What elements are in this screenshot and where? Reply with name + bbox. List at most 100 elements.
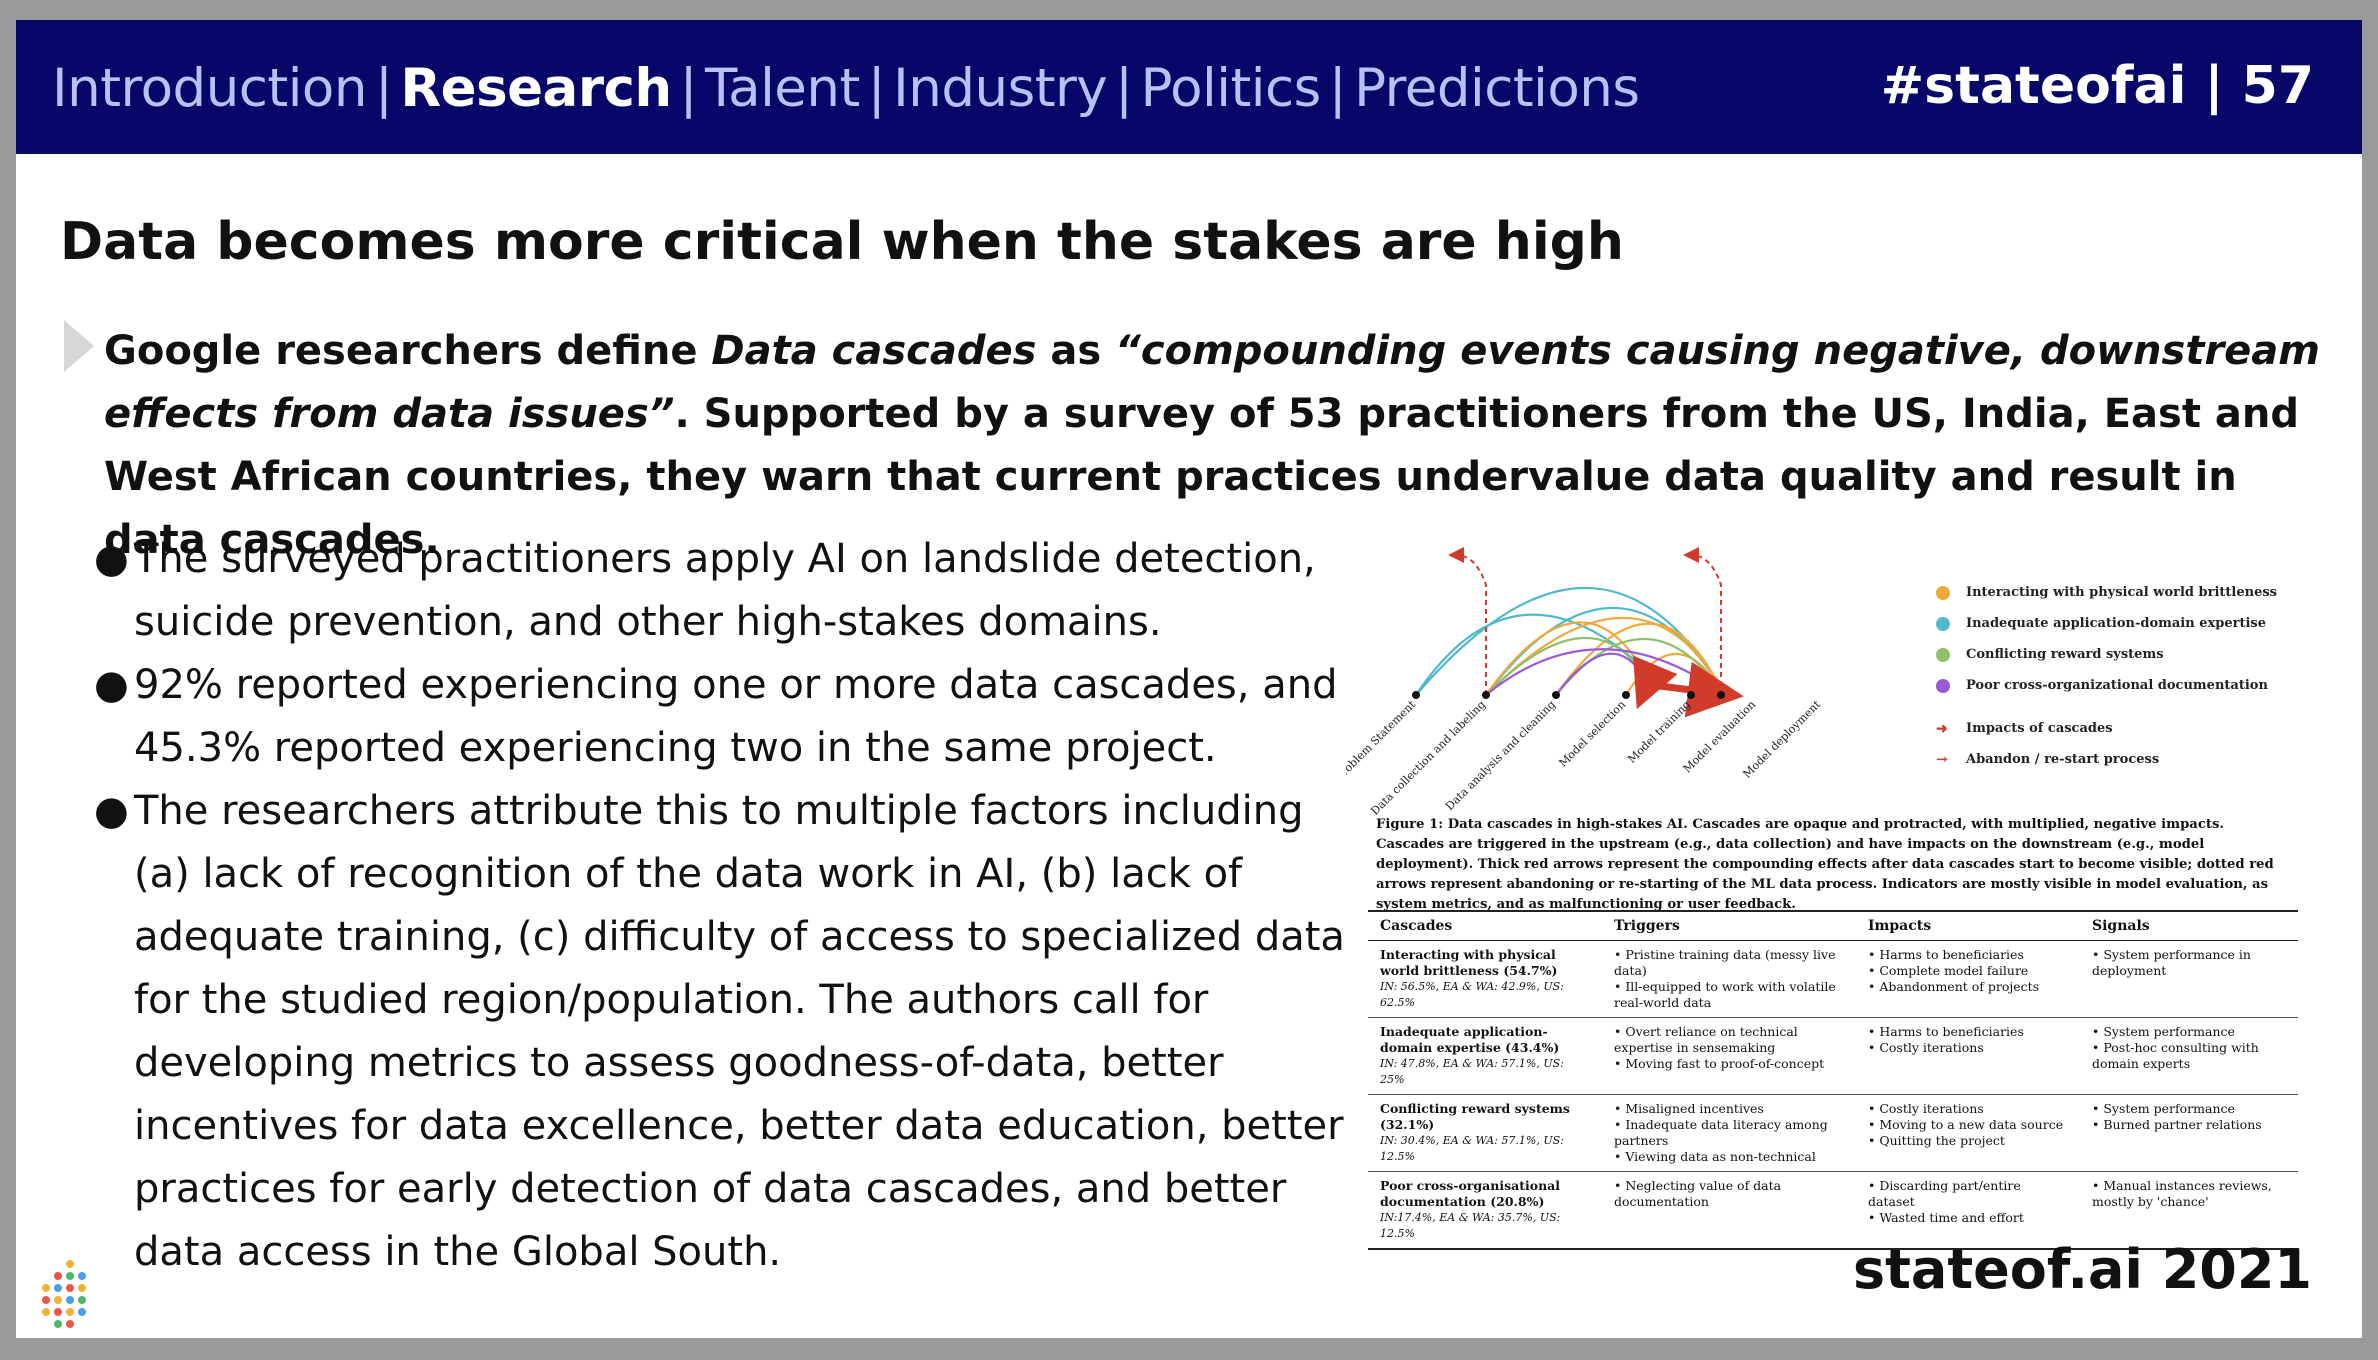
- table-cell: • Discarding part/entire dataset • Wasted…: [1856, 1171, 2080, 1250]
- nav-item-politics[interactable]: Politics: [1140, 58, 1322, 119]
- slide-tag: #stateofai | 57: [1880, 56, 2314, 116]
- stage-label: Model selection: [1556, 698, 1628, 770]
- cascades-table: Cascades Triggers Impacts Signals Intera…: [1368, 910, 2298, 1250]
- footer-brand: stateof.ai 2021: [1852, 1238, 2312, 1301]
- cascade-stat: IN: 30.4%, EA & WA: 57.1%, US: 12.5%: [1380, 1134, 1564, 1163]
- legend-swatch-icon: [1936, 678, 1950, 693]
- impact-item: • Moving to a new data source: [1868, 1117, 2064, 1132]
- nav-item-industry[interactable]: Industry: [893, 58, 1108, 119]
- legend-entry: Conflicting reward systems: [1936, 639, 2277, 670]
- legend-label: Poor cross-organizational documentation: [1966, 678, 2268, 693]
- nav-item-introduction[interactable]: Introduction: [52, 58, 367, 119]
- figure-caption: Figure 1: Data cascades in high-stakes A…: [1376, 817, 2274, 912]
- table-cell: Conflicting reward systems (32.1%) IN: 30…: [1368, 1094, 1602, 1172]
- bullet-dot-icon: ●: [94, 536, 129, 582]
- impact-item: • Complete model failure: [1868, 963, 2029, 978]
- table-header: Signals: [2080, 910, 2298, 941]
- stage-label: Data collection and labeling: [1368, 698, 1488, 815]
- lead-term: Data cascades: [711, 328, 1037, 374]
- nav-separator: |: [679, 58, 698, 119]
- stage-node: [1552, 691, 1560, 699]
- nav-item-predictions[interactable]: Predictions: [1354, 58, 1640, 119]
- nav-separator: |: [1115, 58, 1133, 119]
- impact-item: • Quitting the project: [1868, 1133, 2005, 1148]
- nav-item-research[interactable]: Research: [400, 58, 672, 119]
- bullet-item: ● 92% reported experiencing one or more d…: [76, 654, 1346, 780]
- slide: Introduction | Research | Talent | Industry | Po…: [16, 20, 2362, 1338]
- impact-item: • Costly iterations: [1868, 1101, 1984, 1116]
- legend-label: Interacting with physical world brittlen…: [1966, 585, 2277, 600]
- table-cell: • Harms to beneficiaries • Costly iterati…: [1856, 1017, 2080, 1095]
- nav-separator: |: [374, 58, 393, 119]
- legend-label: Conflicting reward systems: [1966, 647, 2164, 662]
- restart-arrow-icon: [1683, 547, 1722, 695]
- legend-swatch-icon: [1936, 585, 1950, 600]
- restart-arrow-icon: [1448, 547, 1487, 695]
- table-cell: • Misaligned incentives • Inadequate data…: [1602, 1094, 1856, 1172]
- table-cell: • System performance in deployment: [2080, 940, 2298, 1018]
- table-header: Triggers: [1602, 910, 1856, 941]
- stage-node: [1687, 691, 1695, 699]
- table-row: Conflicting reward systems (32.1%) IN: 30…: [1368, 1094, 2298, 1172]
- signal-item: • Post-hoc consulting with domain expert…: [2092, 1040, 2259, 1071]
- impact-item: • Wasted time and effort: [1868, 1210, 2024, 1225]
- table-cell: • Pristine training data (messy live dat…: [1602, 940, 1856, 1018]
- impact-item: • Abandonment of projects: [1868, 979, 2040, 994]
- impact-item: • Costly iterations: [1868, 1040, 1984, 1055]
- cascade-arc-diagram: Problem Statement Data collection and la…: [1346, 547, 1824, 815]
- legend-entry: Inadequate application-domain expertise: [1936, 608, 2277, 639]
- signal-item: • System performance: [2092, 1024, 2235, 1039]
- legend-entry: ➜ Impacts of cascades: [1936, 713, 2277, 744]
- lead-paragraph: Google researchers define Data cascades …: [104, 320, 2324, 572]
- stage-label: Model training: [1625, 698, 1693, 766]
- lead-text: . Supported by a survey of 53 practition…: [104, 391, 2300, 563]
- lead-text: as: [1036, 328, 1116, 374]
- table-cell: Interacting with physical world brittlen…: [1368, 940, 1602, 1018]
- lead-quote: “compounding events causing negative, do…: [104, 328, 2320, 437]
- cascade-name: Conflicting reward systems (32.1%): [1380, 1101, 1570, 1132]
- trigger-item: • Viewing data as non-technical: [1614, 1149, 1816, 1164]
- nav-separator: |: [867, 58, 886, 119]
- bullet-item: ● The researchers attribute this to multi…: [76, 780, 1346, 1284]
- table-cell: • Neglecting value of data documentation: [1602, 1171, 1856, 1250]
- trigger-item: • Moving fast to proof-of-concept: [1614, 1056, 1825, 1071]
- signal-item: • System performance: [2092, 1101, 2235, 1116]
- impact-arrow-icon: [1650, 661, 1744, 718]
- table-header: Impacts: [1856, 910, 2080, 941]
- cascade-name: Interacting with physical world brittlen…: [1380, 947, 1558, 978]
- impact-arrow-icon: [1633, 655, 1678, 710]
- trigger-item: • Misaligned incentives: [1614, 1101, 1764, 1116]
- legend-label: Impacts of cascades: [1966, 721, 2113, 736]
- table-cell: • System performance • Burned partner rel…: [2080, 1094, 2298, 1172]
- trigger-item: • Neglecting value of data documentation: [1614, 1178, 1782, 1209]
- bullet-list: ● The surveyed practitioners apply AI on …: [76, 528, 1346, 1284]
- figure-legend: Interacting with physical world brittlen…: [1936, 577, 2277, 775]
- trigger-item: • Ill-equipped to work with volatile rea…: [1614, 979, 1836, 1010]
- thick-arrow-icon: ➜: [1936, 720, 1948, 737]
- nav-item-talent[interactable]: Talent: [704, 58, 860, 119]
- bullet-dot-icon: ●: [94, 788, 129, 834]
- signal-item: • System performance in deployment: [2092, 947, 2251, 978]
- cascade-stat: IN: 47.8%, EA & WA: 57.1%, US: 25%: [1380, 1057, 1564, 1086]
- trigger-item: • Pristine training data (messy live dat…: [1614, 947, 1836, 978]
- cascade-name: Poor cross-organisational documentation …: [1380, 1178, 1561, 1209]
- table-cell: Poor cross-organisational documentation …: [1368, 1171, 1602, 1250]
- cascade-arc: [1555, 622, 1722, 696]
- table-cell: Inadequate application-domain expertise …: [1368, 1017, 1602, 1095]
- bullet-text: The researchers attribute this to multip…: [134, 788, 1345, 1275]
- impact-item: • Discarding part/entire dataset: [1868, 1178, 2021, 1209]
- legend-label: Inadequate application-domain expertise: [1966, 616, 2266, 631]
- stateofai-logo-icon: [42, 1260, 86, 1328]
- legend-entry: Interacting with physical world brittlen…: [1936, 577, 2277, 608]
- lead-text: Google researchers define: [104, 328, 712, 374]
- table-cell: • Overt reliance on technical expertise …: [1602, 1017, 1856, 1095]
- cascade-name: Inadequate application-domain expertise …: [1380, 1024, 1560, 1055]
- bullet-text: The surveyed practitioners apply AI on l…: [134, 536, 1316, 645]
- impact-item: • Harms to beneficiaries: [1868, 947, 2024, 962]
- bullet-item: ● The surveyed practitioners apply AI on …: [76, 528, 1346, 654]
- bullet-text: 92% reported experiencing one or more da…: [134, 662, 1338, 771]
- legend-swatch-icon: [1936, 647, 1950, 662]
- bullet-dot-icon: ●: [94, 662, 129, 708]
- stage-node: [1482, 691, 1490, 699]
- signal-item: • Manual instances reviews, mostly by 'c…: [2092, 1178, 2272, 1209]
